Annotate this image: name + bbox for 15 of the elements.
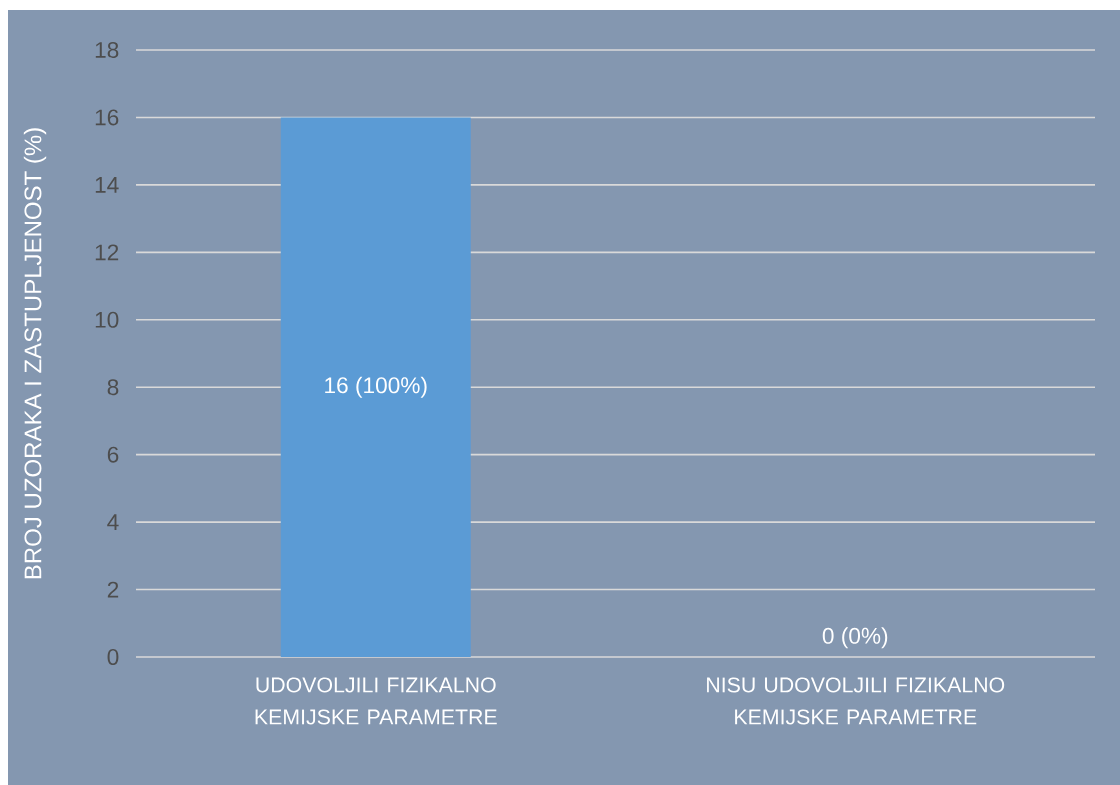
x-tick-label: NISU UDOVOLJILI FIZIKALNO KEMIJSKE PARAMETRE xyxy=(707,677,1005,725)
y-tick-label: 2 xyxy=(107,581,119,598)
y-tick-label: 8 xyxy=(107,379,119,396)
y-tick-label: 12 xyxy=(95,244,119,261)
data-label: 0 (0%) xyxy=(822,627,888,649)
y-tick-label: 10 xyxy=(95,311,119,328)
y-tick-label: 18 xyxy=(95,41,119,59)
y-tick-label: 14 xyxy=(95,177,119,193)
y-tick-label: 4 xyxy=(107,514,119,530)
y-tick-label: 0 xyxy=(107,648,119,666)
y-axis-title: BROJ UZORAKA I ZASTUPLJENOST (%) xyxy=(23,128,47,579)
y-tick-label: 16 xyxy=(95,109,119,126)
data-label: 16 (100%) xyxy=(325,376,427,398)
x-tick-label: UDOVOLJILI FIZIKALNO KEMIJSKE PARAMETRE xyxy=(255,677,497,725)
y-tick-label: 6 xyxy=(107,446,119,463)
